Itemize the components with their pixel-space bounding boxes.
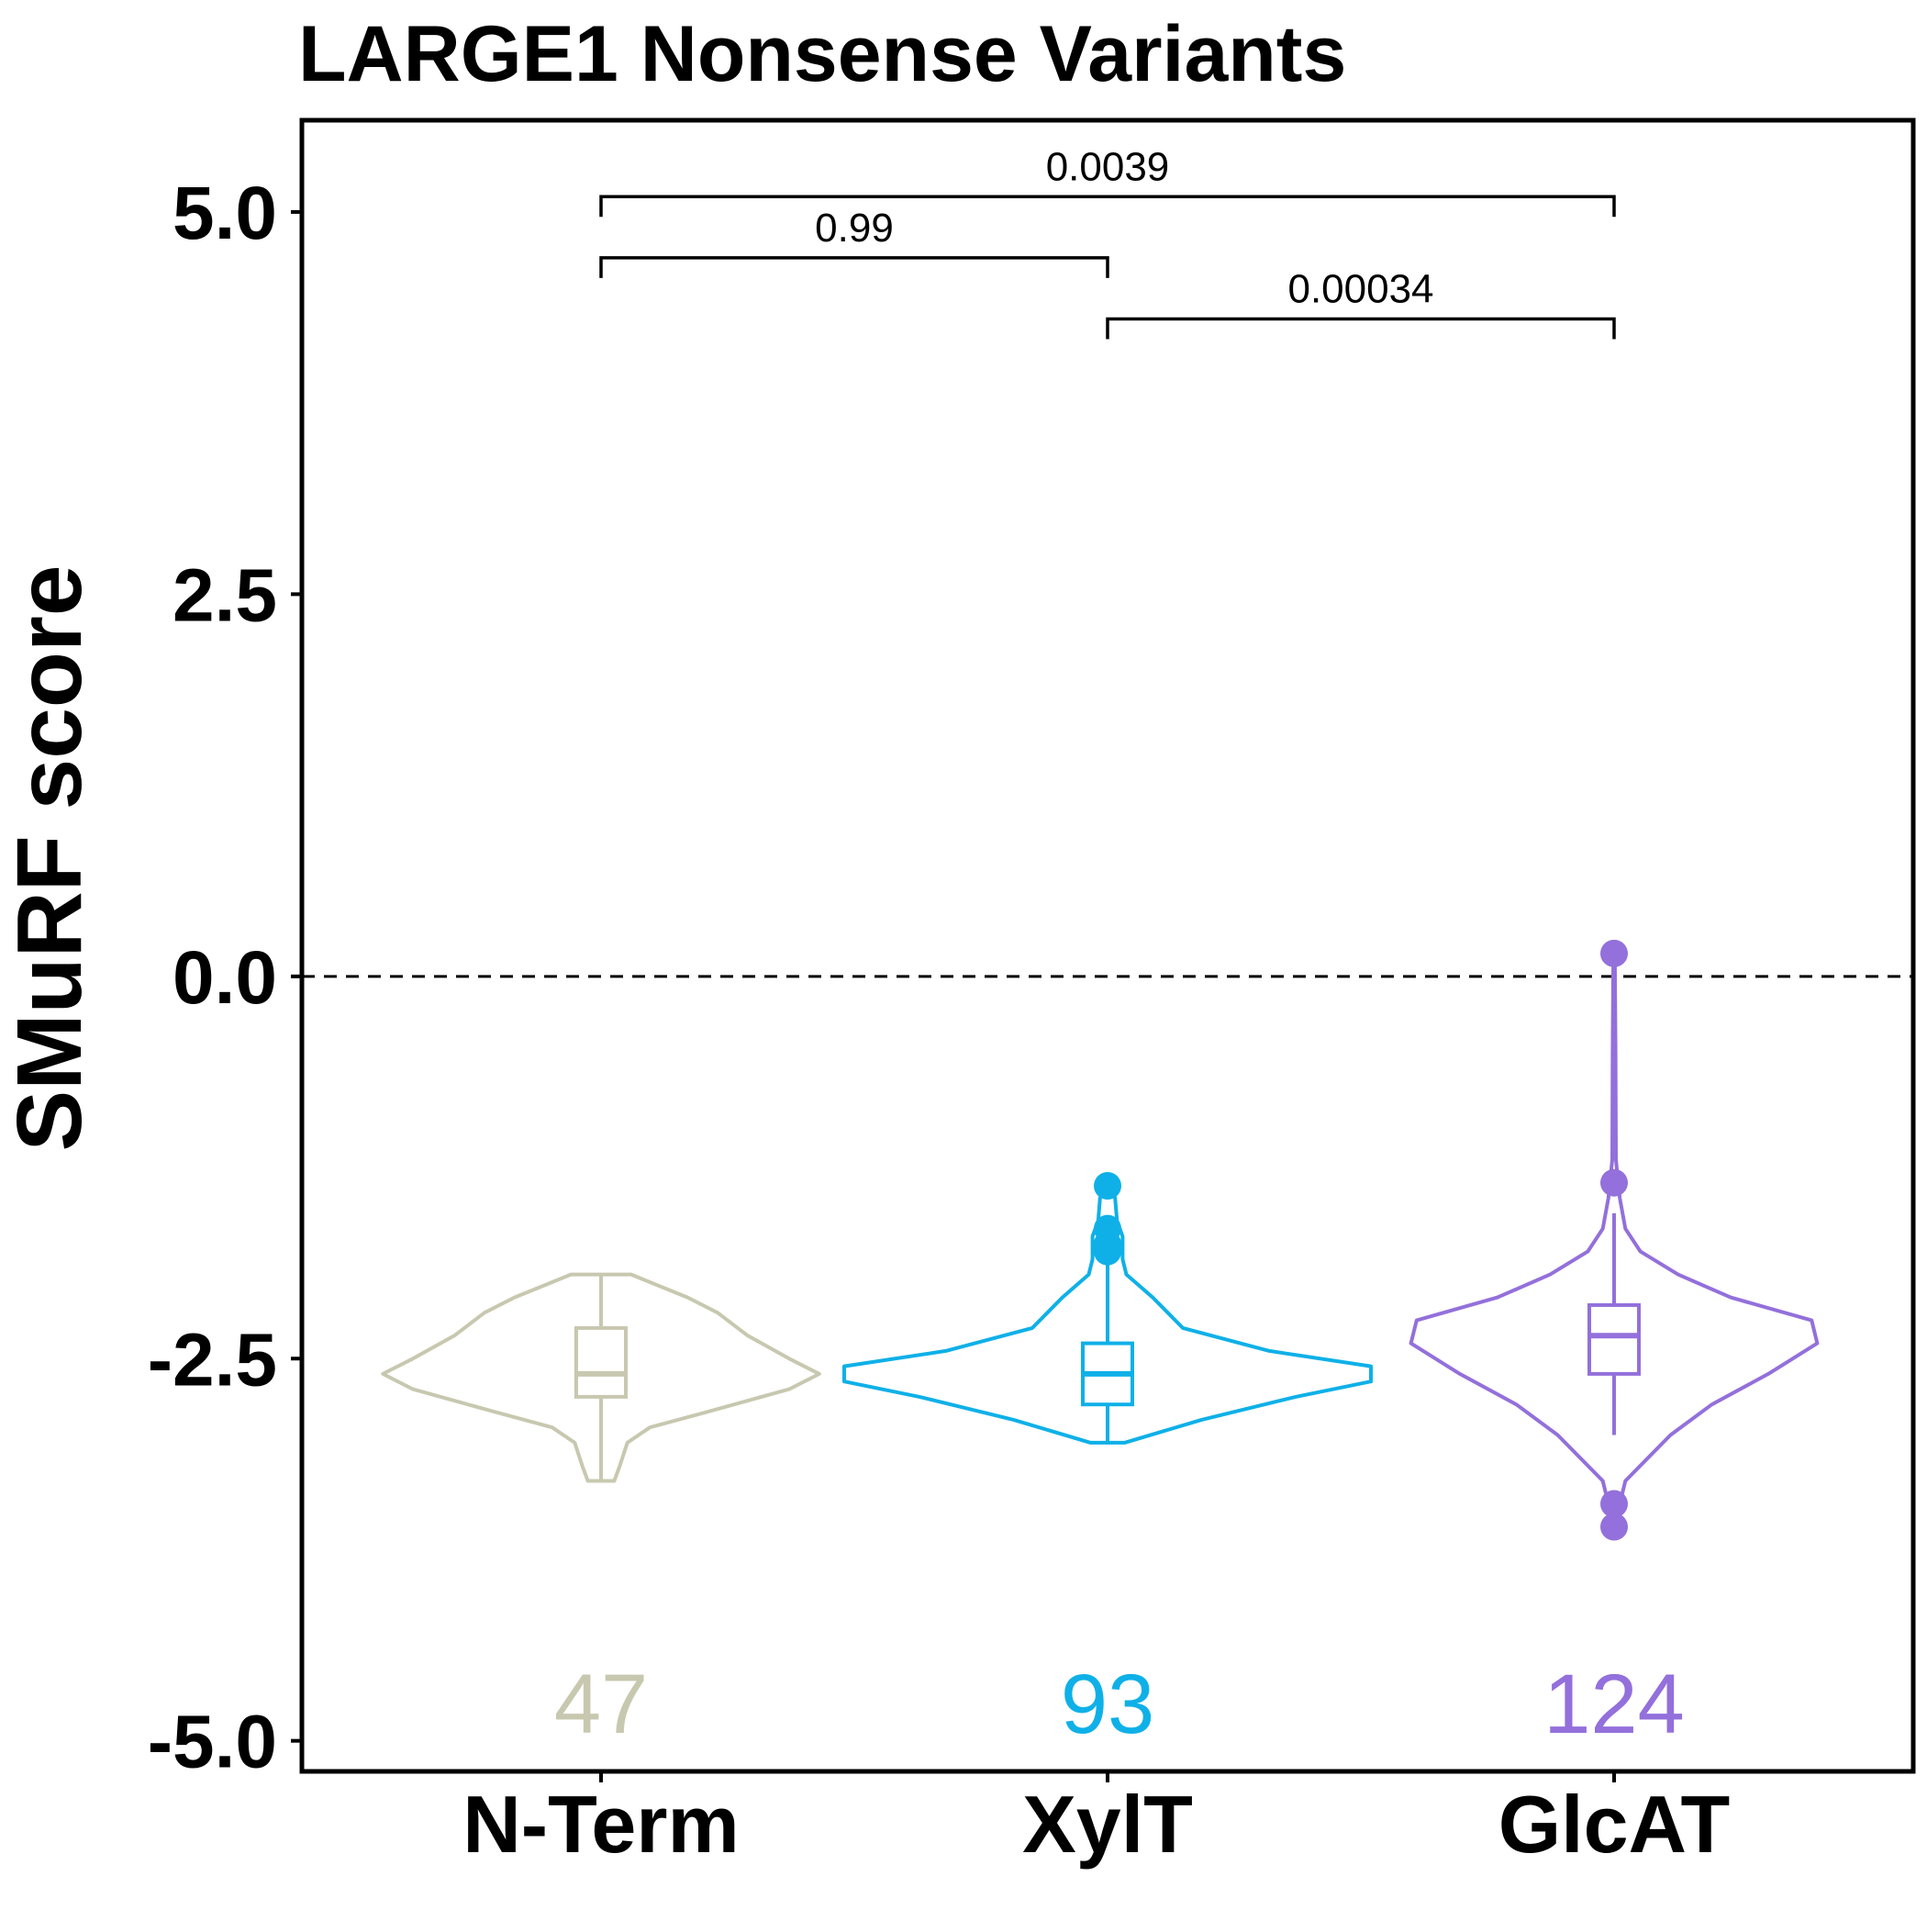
outlier-point (1600, 939, 1628, 967)
group-count-label: 93 (1061, 1658, 1154, 1751)
y-tick-label: -2.5 (148, 1318, 277, 1402)
significance-bracket (599, 195, 1616, 218)
outlier-point (1600, 1490, 1628, 1518)
outlier-point (1094, 1237, 1121, 1266)
chart-title: LARGE1 Nonsense Variants (298, 10, 1346, 98)
y-axis-label: SMuRF score (0, 564, 101, 1151)
x-tick-label: XylT (1022, 1779, 1193, 1870)
group-count-label: 47 (554, 1658, 648, 1751)
outlier-point (1600, 1168, 1628, 1197)
box-n-term (574, 1325, 628, 1399)
outlier-point (1600, 1513, 1628, 1541)
p-value-label: 0.0039 (1046, 144, 1170, 189)
box-glcat (1587, 1302, 1641, 1376)
y-tick-label: 2.5 (173, 553, 277, 637)
group-count-label: 124 (1543, 1658, 1685, 1751)
p-value-label: 0.00034 (1287, 267, 1433, 312)
outlier-point (1094, 1172, 1121, 1201)
y-tick-label: 0.0 (173, 936, 277, 1020)
significance-bracket (1106, 317, 1616, 340)
y-tick-label: 5.0 (173, 172, 277, 255)
violin-n-term (381, 1272, 821, 1483)
x-tick-label: GlcAT (1498, 1779, 1731, 1870)
y-tick-label: -5.0 (148, 1701, 277, 1784)
significance-bracket (599, 256, 1109, 278)
x-tick-label: N-Term (462, 1779, 740, 1870)
p-value-label: 0.99 (815, 206, 894, 251)
plot-area: 5.0 2.5 0.0 -2.5 -5.0 N-Term XylT GlcAT 47 93 124 0… (148, 117, 1916, 1870)
plot-frame (299, 117, 1916, 1774)
